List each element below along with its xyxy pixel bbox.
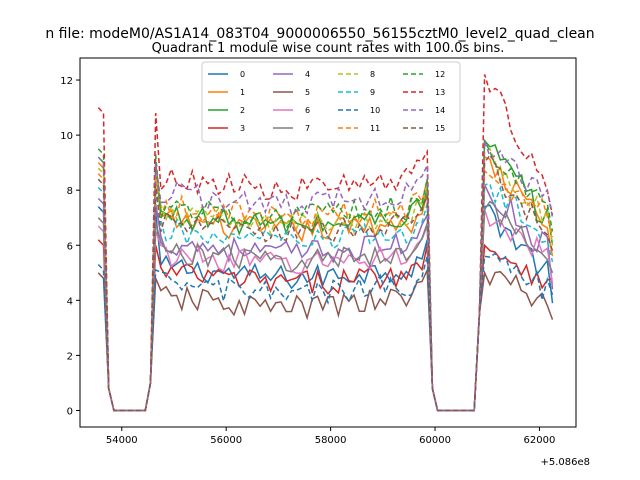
- x-tick-label: 58000: [315, 435, 347, 446]
- series-line-7: [97, 200, 554, 412]
- y-tick-label: 12: [60, 76, 73, 87]
- series-line-14: [97, 140, 554, 412]
- series-lines: [97, 74, 554, 412]
- y-tick-label: 4: [67, 296, 73, 307]
- x-tick-label: 54000: [106, 435, 138, 446]
- plot-area: [79, 57, 577, 428]
- y-tick-label: 2: [67, 351, 73, 362]
- y-tick-label: 0: [67, 406, 73, 417]
- legend-label-13: 13: [435, 88, 445, 97]
- x-tick-label: 62000: [524, 435, 556, 446]
- legend-label-7: 7: [305, 124, 310, 133]
- legend-label-15: 15: [435, 124, 445, 133]
- legend-label-12: 12: [435, 70, 445, 79]
- legend-label-8: 8: [370, 70, 375, 79]
- legend-label-6: 6: [305, 106, 310, 115]
- legend-label-3: 3: [240, 124, 245, 133]
- legend-label-0: 0: [240, 70, 245, 79]
- y-tick-label: 8: [67, 186, 73, 197]
- legend-label-4: 4: [305, 70, 310, 79]
- plot-title: Quadrant 1 module wise count rates with …: [152, 41, 505, 56]
- series-line-0: [97, 204, 554, 412]
- series-line-15: [97, 153, 554, 412]
- series-line-12: [97, 140, 554, 412]
- legend-box: [201, 61, 461, 143]
- legend-label-1: 1: [240, 88, 245, 97]
- y-tick-label: 6: [67, 241, 73, 252]
- figure-suptitle: n file: modeM0/AS1A14_083T04_9000006550_…: [45, 26, 594, 42]
- legend-label-2: 2: [240, 106, 245, 115]
- x-tick-label: 60000: [419, 435, 451, 446]
- legend-label-5: 5: [305, 88, 310, 97]
- legend-label-14: 14: [435, 106, 445, 115]
- legend-label-9: 9: [370, 88, 375, 97]
- legend-label-10: 10: [370, 106, 380, 115]
- axes-box: [79, 57, 577, 428]
- y-tick-label: 10: [60, 131, 73, 142]
- legend-label-11: 11: [370, 124, 380, 133]
- x-offset-label: +5.086e8: [540, 457, 590, 468]
- x-tick-label: 56000: [210, 435, 242, 446]
